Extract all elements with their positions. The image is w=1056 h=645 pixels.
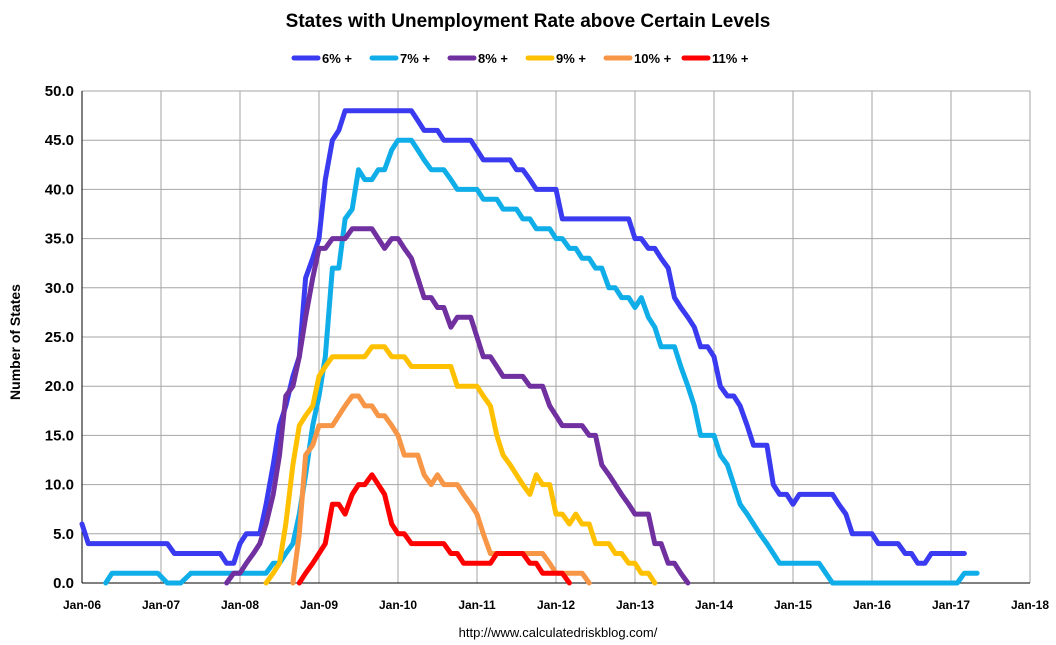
- x-tick-label: Jan-12: [537, 598, 575, 612]
- y-tick-label: 5.0: [53, 526, 74, 543]
- x-tick-label: Jan-09: [300, 598, 338, 612]
- source-url: http://www.calculatedriskblog.com/: [459, 625, 658, 640]
- legend-label-4: 9% +: [556, 51, 586, 66]
- y-tick-label: 45.0: [45, 132, 74, 149]
- series-line-2: [103, 137, 980, 586]
- x-tick-label: Jan-07: [142, 598, 180, 612]
- y-tick-label: 30.0: [45, 280, 74, 297]
- chart-title: States with Unemployment Rate above Cert…: [286, 11, 771, 32]
- y-tick-label: 50.0: [45, 83, 74, 100]
- series-line-5: [290, 393, 592, 586]
- x-tick-label: Jan-16: [853, 598, 891, 612]
- x-tick-label: Jan-11: [458, 598, 496, 612]
- legend-label-6: 11% +: [712, 51, 749, 66]
- y-tick-label: 35.0: [45, 231, 74, 248]
- legend: 6% + 7% + 8% + 9% + 10% + 11% +: [291, 51, 749, 66]
- x-tick-label: Jan-15: [774, 598, 812, 612]
- series-lines: [79, 108, 980, 586]
- x-tick-label: Jan-18: [1011, 598, 1049, 612]
- x-tick-label: Jan-13: [616, 598, 654, 612]
- x-tick-label: Jan-06: [63, 598, 101, 612]
- y-tick-label: 10.0: [45, 477, 74, 494]
- y-tick-label: 40.0: [45, 181, 74, 198]
- series-line-6: [296, 472, 572, 586]
- y-tick-label: 20.0: [45, 378, 74, 395]
- legend-label-3: 8% +: [478, 51, 508, 66]
- x-tick-label: Jan-10: [379, 598, 417, 612]
- y-tick-label: 25.0: [45, 329, 74, 346]
- x-tick-label: Jan-08: [221, 598, 259, 612]
- legend-label-1: 6% +: [322, 51, 352, 66]
- x-axis-ticks: Jan-06 Jan-07 Jan-08 Jan-09 Jan-10 Jan-11 Jan-…: [63, 598, 1049, 612]
- x-tick-label: Jan-17: [932, 598, 970, 612]
- series-line-1: [79, 108, 967, 566]
- series-line-4: [263, 344, 658, 586]
- y-tick-label: 0.0: [53, 575, 74, 592]
- y-axis-label: Number of States: [7, 284, 23, 400]
- y-tick-label: 15.0: [45, 427, 74, 444]
- legend-label-5: 10% +: [634, 51, 672, 66]
- x-tick-label: Jan-14: [695, 598, 733, 612]
- series-line-3: [224, 226, 691, 586]
- y-axis-ticks: 0.0 5.0 10.0 15.0 20.0 25.0 30.0 35.0 40.0 45.0 50…: [45, 83, 74, 592]
- legend-label-2: 7% +: [400, 51, 430, 66]
